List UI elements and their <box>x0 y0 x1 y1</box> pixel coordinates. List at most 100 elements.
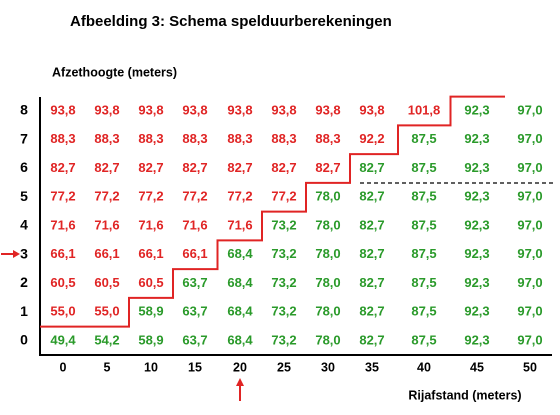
cell: 63,7 <box>182 275 207 290</box>
column-label: 15 <box>188 360 202 374</box>
cell: 97,0 <box>517 189 542 204</box>
cell: 77,2 <box>271 189 296 204</box>
cell: 78,0 <box>315 275 340 290</box>
cell: 93,8 <box>138 102 163 117</box>
row-label: 2 <box>20 274 28 290</box>
cell: 78,0 <box>315 332 340 347</box>
cell: 78,0 <box>315 246 340 261</box>
row-label: 1 <box>20 303 28 319</box>
cell: 63,7 <box>182 332 207 347</box>
cell: 68,4 <box>227 304 253 319</box>
cell: 73,2 <box>271 332 296 347</box>
arrows <box>1 250 244 401</box>
cell: 92,3 <box>464 217 489 232</box>
row-label: 7 <box>20 130 28 146</box>
cell: 92,3 <box>464 304 489 319</box>
column-label: 50 <box>523 360 537 374</box>
cell: 97,0 <box>517 217 542 232</box>
cell: 77,2 <box>94 189 119 204</box>
cell: 58,9 <box>138 332 163 347</box>
cell: 87,5 <box>411 246 436 261</box>
cell: 68,4 <box>227 332 253 347</box>
cell: 60,5 <box>94 275 119 290</box>
y-label: Afzethoogte (meters) <box>52 65 177 79</box>
cell: 78,0 <box>315 304 340 319</box>
cell: 87,5 <box>411 217 436 232</box>
cell: 68,4 <box>227 246 253 261</box>
cell: 92,2 <box>359 131 384 146</box>
cell: 93,8 <box>315 102 340 117</box>
cell: 82,7 <box>359 246 384 261</box>
cell: 92,3 <box>464 131 489 146</box>
cell: 71,6 <box>50 217 75 232</box>
cell: 71,6 <box>182 217 207 232</box>
cell: 97,0 <box>517 131 542 146</box>
cell: 82,7 <box>359 304 384 319</box>
cell: 92,3 <box>464 102 489 117</box>
arrow-head <box>13 250 20 258</box>
cell: 49,4 <box>50 332 76 347</box>
cell: 92,3 <box>464 189 489 204</box>
cell: 82,7 <box>94 160 119 175</box>
column-label: 0 <box>60 360 67 374</box>
cell: 55,0 <box>94 304 119 319</box>
cell: 82,7 <box>227 160 252 175</box>
cell: 66,1 <box>138 246 163 261</box>
cell: 92,3 <box>464 160 489 175</box>
cell: 73,2 <box>271 275 296 290</box>
row-label: 3 <box>20 245 28 261</box>
cell: 87,5 <box>411 131 436 146</box>
row-label: 0 <box>20 332 28 348</box>
cell: 88,3 <box>315 131 340 146</box>
cell: 71,6 <box>227 217 252 232</box>
cell: 87,5 <box>411 160 436 175</box>
cell: 73,2 <box>271 246 296 261</box>
cell: 66,1 <box>182 246 207 261</box>
cell: 68,4 <box>227 275 253 290</box>
row-label: 6 <box>20 159 28 175</box>
cell: 77,2 <box>50 189 75 204</box>
cell: 97,0 <box>517 275 542 290</box>
column-label: 30 <box>321 360 335 374</box>
boundary-line <box>40 95 505 328</box>
column-label: 40 <box>417 360 431 374</box>
cell: 82,7 <box>50 160 75 175</box>
cell: 77,2 <box>182 189 207 204</box>
cell: 78,0 <box>315 189 340 204</box>
cell: 88,3 <box>271 131 296 146</box>
row-label: 5 <box>20 188 28 204</box>
title: Afbeelding 3: Schema spelduurberekeninge… <box>70 13 392 30</box>
cell: 82,7 <box>359 189 384 204</box>
cell: 78,0 <box>315 217 340 232</box>
cell: 97,0 <box>517 246 542 261</box>
cell: 66,1 <box>50 246 75 261</box>
cell: 101,8 <box>408 102 441 117</box>
cell: 82,7 <box>359 160 384 175</box>
cell: 71,6 <box>94 217 119 232</box>
cell: 63,7 <box>182 304 207 319</box>
cell: 88,3 <box>50 131 75 146</box>
cell: 97,0 <box>517 332 542 347</box>
cell: 93,8 <box>50 102 75 117</box>
cell: 73,2 <box>271 217 296 232</box>
cell: 82,7 <box>315 160 340 175</box>
cell: 60,5 <box>50 275 75 290</box>
cell: 97,0 <box>517 304 542 319</box>
cell: 87,5 <box>411 275 436 290</box>
arrow-head <box>236 378 244 386</box>
cell: 93,8 <box>359 102 384 117</box>
cell: 93,8 <box>271 102 296 117</box>
cell: 88,3 <box>182 131 207 146</box>
cell: 73,2 <box>271 304 296 319</box>
row-label: 8 <box>20 102 28 118</box>
cell: 87,5 <box>411 304 436 319</box>
x-label: Rijafstand (meters) <box>408 388 521 402</box>
cell: 87,5 <box>411 189 436 204</box>
cell: 54,2 <box>94 332 119 347</box>
column-label: 20 <box>233 360 247 374</box>
column-label: 5 <box>104 360 111 374</box>
cell: 55,0 <box>50 304 75 319</box>
cell: 93,8 <box>227 102 252 117</box>
cell: 92,3 <box>464 246 489 261</box>
